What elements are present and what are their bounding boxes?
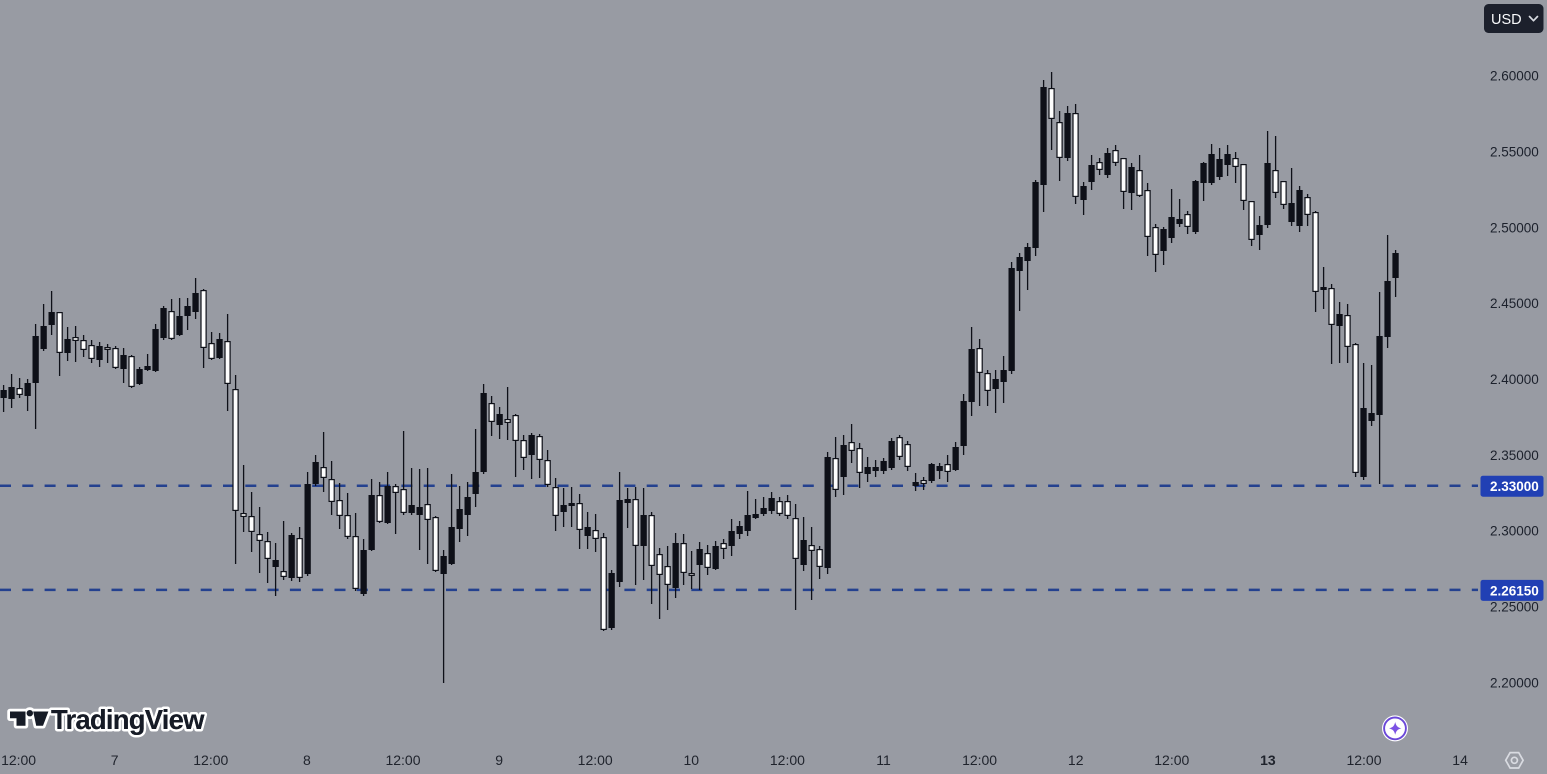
svg-text:2.30000: 2.30000 bbox=[1490, 524, 1539, 539]
svg-text:8: 8 bbox=[303, 752, 311, 768]
svg-text:9: 9 bbox=[495, 752, 503, 768]
svg-text:12:00: 12:00 bbox=[385, 752, 420, 768]
svg-text:11: 11 bbox=[876, 752, 891, 768]
svg-text:7: 7 bbox=[111, 752, 119, 768]
svg-text:TradingView: TradingView bbox=[51, 704, 205, 735]
svg-text:12:00: 12:00 bbox=[1346, 752, 1381, 768]
svg-text:USD: USD bbox=[1491, 12, 1522, 28]
svg-text:2.50000: 2.50000 bbox=[1490, 220, 1539, 235]
svg-text:2.35000: 2.35000 bbox=[1490, 448, 1539, 463]
svg-text:2.55000: 2.55000 bbox=[1490, 145, 1539, 160]
svg-text:2.45000: 2.45000 bbox=[1490, 296, 1539, 311]
svg-text:2.60000: 2.60000 bbox=[1490, 69, 1539, 84]
svg-text:10: 10 bbox=[684, 752, 700, 768]
svg-text:14: 14 bbox=[1452, 752, 1468, 768]
svg-text:12:00: 12:00 bbox=[770, 752, 805, 768]
svg-text:TradingView: TradingView bbox=[51, 704, 205, 735]
svg-text:12:00: 12:00 bbox=[193, 752, 228, 768]
svg-text:12:00: 12:00 bbox=[1, 752, 36, 768]
svg-text:12:00: 12:00 bbox=[1154, 752, 1189, 768]
svg-text:2.26150: 2.26150 bbox=[1490, 583, 1539, 598]
svg-text:2.33000: 2.33000 bbox=[1490, 479, 1539, 494]
svg-text:2.25000: 2.25000 bbox=[1490, 600, 1539, 615]
svg-text:2.20000: 2.20000 bbox=[1490, 675, 1539, 690]
svg-text:13: 13 bbox=[1260, 752, 1276, 768]
svg-text:12: 12 bbox=[1068, 752, 1084, 768]
svg-text:2.40000: 2.40000 bbox=[1490, 372, 1539, 387]
svg-text:12:00: 12:00 bbox=[578, 752, 613, 768]
svg-text:12:00: 12:00 bbox=[962, 752, 997, 768]
